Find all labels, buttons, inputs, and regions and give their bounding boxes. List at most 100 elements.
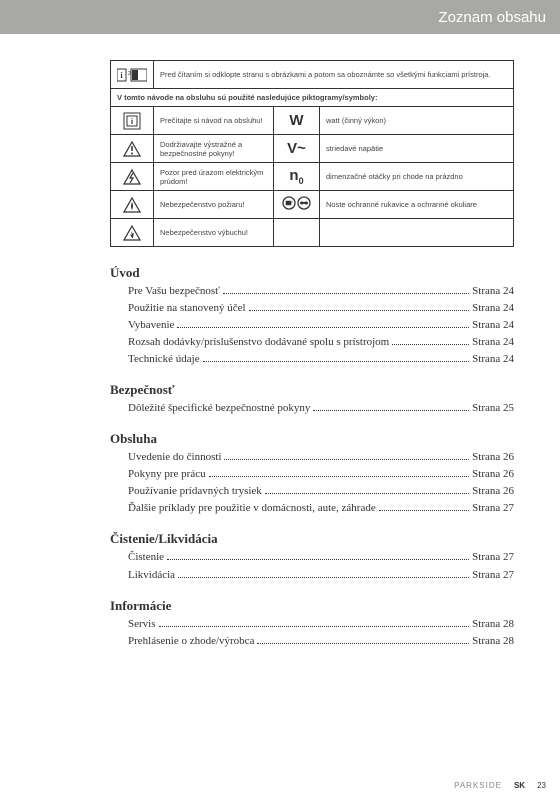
- explosion-triangle-icon: [123, 225, 141, 241]
- row-right: striedavé napätie: [320, 135, 514, 163]
- toc-dots: [209, 470, 470, 478]
- toc-heading: Bezpečnosť: [110, 382, 514, 398]
- toc-label: Pokyny pre prácu: [128, 466, 206, 483]
- manual-icon: i: [123, 112, 141, 130]
- manual-icon-cell: i: [111, 107, 154, 135]
- toc-label: Prehlásenie o zhode/výrobca: [128, 633, 254, 650]
- toc-dots: [159, 619, 470, 627]
- toc-row: Pre Vašu bezpečnosť Strana 24: [110, 283, 514, 300]
- toc-row: Rozsah dodávky/príslušenstvo dodávané sp…: [110, 334, 514, 351]
- ppe-icon-cell: [274, 191, 320, 219]
- page-number: 23: [537, 781, 546, 790]
- toc-page: Strana 28: [472, 616, 514, 633]
- table-of-contents: ÚvodPre Vašu bezpečnosťStrana 24Použitie…: [110, 265, 514, 650]
- toc-section: Bezpečnosť Dôležité špecifické bezpečnost…: [110, 382, 514, 417]
- toc-section: InformácieServisStrana 28Prehlásenie o z…: [110, 598, 514, 650]
- toc-dots: [177, 320, 469, 328]
- toc-heading: Úvod: [110, 265, 514, 281]
- toc-page: Strana 24: [472, 300, 514, 317]
- toc-page: Strana 28: [472, 633, 514, 650]
- row-left: Nebezpečenstvo výbuchu!: [154, 219, 274, 247]
- toc-label: Používanie prídavných trysiek: [128, 483, 262, 500]
- symbol-v: V~: [274, 135, 320, 163]
- lang-label: SK: [514, 781, 525, 790]
- toc-page: Strana 26: [472, 466, 514, 483]
- toc-row: Prehlásenie o zhode/výrobca Strana 28: [110, 633, 514, 650]
- toc-dots: [392, 337, 469, 345]
- header-band: Zoznam obsahu: [0, 0, 560, 34]
- toc-section: Čistenie/Likvidácia ČistenieStrana 27Likv…: [110, 531, 514, 583]
- symbol-row: Dodržiavajte výstražné a bezpečnostné po…: [111, 135, 514, 163]
- toc-section: ÚvodPre Vašu bezpečnosťStrana 24Použitie…: [110, 265, 514, 368]
- toc-dots: [379, 504, 469, 512]
- intro-text: Pred čítaním si odklopte stranu s obrázk…: [154, 61, 514, 89]
- toc-page: Strana 26: [472, 483, 514, 500]
- warning-triangle-icon: [123, 141, 141, 157]
- toc-label: Uvedenie do činnosti: [128, 449, 221, 466]
- symbol-row: Pozor pred úrazom elektrickým prúdom! n0…: [111, 163, 514, 191]
- toc-dots: [223, 286, 469, 294]
- toc-label: Ďalšie príklady pre použitie v domácnost…: [128, 500, 376, 517]
- brand-label: PARKSIDE: [454, 781, 502, 790]
- toc-dots: [257, 636, 469, 644]
- toc-row: Dôležité špecifické bezpečnostné pokyny S…: [110, 400, 514, 417]
- symbol-table: i 2 Pred čítaním si odklopte stranu s ob…: [110, 60, 514, 247]
- toc-page: Strana 26: [472, 449, 514, 466]
- row-left: Pozor pred úrazom elektrickým prúdom!: [154, 163, 274, 191]
- row-left: Nebezpečenstvo požiaru!: [154, 191, 274, 219]
- toc-label: Použitie na stanovený účel: [128, 300, 246, 317]
- svg-text:i: i: [120, 71, 123, 80]
- toc-page: Strana 24: [472, 334, 514, 351]
- toc-row: Ďalšie príklady pre použitie v domácnost…: [110, 500, 514, 517]
- section-head-text: V tomto návode na obsluhu sú použité nas…: [111, 89, 514, 107]
- row-left: Dodržiavajte výstražné a bezpečnostné po…: [154, 135, 274, 163]
- toc-heading: Informácie: [110, 598, 514, 614]
- toc-dots: [167, 553, 469, 561]
- empty-right: [320, 219, 514, 247]
- toc-page: Strana 25: [472, 400, 514, 417]
- warning-icon-cell: [111, 135, 154, 163]
- intro-icon-cell: i 2: [111, 61, 154, 89]
- fire-icon-cell: [111, 191, 154, 219]
- toc-label: Pre Vašu bezpečnosť: [128, 283, 220, 300]
- toc-label: Dôležité špecifické bezpečnostné pokyny: [128, 400, 310, 417]
- toc-row: Uvedenie do činnosti Strana 26: [110, 449, 514, 466]
- toc-dots: [249, 303, 470, 311]
- intro-row: i 2 Pred čítaním si odklopte stranu s ob…: [111, 61, 514, 89]
- toc-label: Servis: [128, 616, 156, 633]
- toc-section: ObsluhaUvedenie do činnostiStrana 26Poky…: [110, 431, 514, 517]
- toc-row: Technické údaje Strana 24: [110, 351, 514, 368]
- section-head-row: V tomto návode na obsluhu sú použité nas…: [111, 89, 514, 107]
- toc-dots: [224, 453, 469, 461]
- footer: PARKSIDE SK 23: [454, 781, 546, 790]
- symbol-row: Nebezpečenstvo výbuchu!: [111, 219, 514, 247]
- toc-label: Čistenie: [128, 549, 164, 566]
- fire-triangle-icon: [123, 197, 141, 213]
- info-book-icon: i 2: [117, 68, 147, 82]
- symbol-n0: n0: [274, 163, 320, 191]
- gloves-goggles-icon: [282, 196, 312, 210]
- symbol-row: i Prečítajte si návod na obsluhu! W watt…: [111, 107, 514, 135]
- explosion-icon-cell: [111, 219, 154, 247]
- toc-label: Likvidácia: [128, 567, 175, 584]
- toc-row: Pokyny pre prácu Strana 26: [110, 466, 514, 483]
- toc-page: Strana 24: [472, 283, 514, 300]
- toc-row: Použitie na stanovený účel Strana 24: [110, 300, 514, 317]
- electric-shock-icon: [123, 169, 141, 185]
- empty-symbol: [274, 219, 320, 247]
- toc-row: Používanie prídavných trysiek Strana 26: [110, 483, 514, 500]
- toc-heading: Obsluha: [110, 431, 514, 447]
- toc-dots: [265, 487, 469, 495]
- toc-dots: [313, 404, 469, 412]
- toc-page: Strana 24: [472, 351, 514, 368]
- toc-label: Technické údaje: [128, 351, 200, 368]
- row-right: dimenzačné otáčky pri chode na prázdno: [320, 163, 514, 191]
- toc-label: Vybavenie: [128, 317, 174, 334]
- toc-dots: [178, 570, 469, 578]
- toc-row: ČistenieStrana 27: [110, 549, 514, 566]
- svg-text:i: i: [131, 117, 134, 126]
- row-right: Noste ochranné rukavice a ochranné okuli…: [320, 191, 514, 219]
- toc-heading: Čistenie/Likvidácia: [110, 531, 514, 547]
- shock-icon-cell: [111, 163, 154, 191]
- toc-page: Strana 27: [472, 500, 514, 517]
